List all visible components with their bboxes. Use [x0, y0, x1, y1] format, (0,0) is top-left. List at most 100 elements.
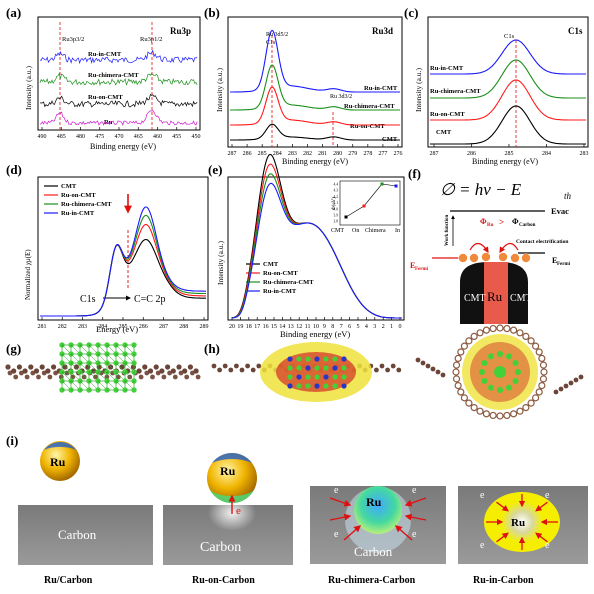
carbon-ring-atom — [522, 332, 530, 341]
panel-e-legend-chimera: Ru-chimera-CMT — [263, 279, 314, 286]
x-tick-label: 6 — [348, 324, 351, 330]
in-electron-arrows: e e e e — [480, 490, 558, 551]
carbon-ring-atom — [489, 411, 497, 420]
panel-d-legend-cmt: CMT — [61, 183, 77, 190]
ru-atom — [287, 365, 293, 371]
electron-label: e — [412, 529, 417, 540]
electron-label: e — [412, 485, 417, 496]
carbon-atom — [415, 357, 421, 363]
ru-atom — [332, 383, 338, 389]
caption-ru-in-carbon: Ru-in-Carbon — [473, 575, 534, 586]
inset-point-cmt — [344, 215, 348, 219]
carbon-atom — [170, 368, 176, 374]
panel-d-annot-left: C1s — [80, 294, 96, 305]
ru-atom — [305, 383, 311, 389]
ru-atom — [506, 384, 512, 391]
x-tick-label: 285 — [258, 151, 267, 157]
carbon-atom — [193, 368, 199, 374]
inset-ytick-label: 4.3 — [334, 189, 339, 193]
carbon-atom — [558, 386, 564, 392]
inset-point-on — [362, 204, 366, 208]
panel-b-trace-label-in: Ru-in-CMT — [364, 85, 398, 92]
panel-b-title: Ru3d — [372, 26, 393, 36]
transfer-arrow-left — [469, 242, 489, 254]
x-tick-label: 0 — [399, 324, 402, 330]
electron-arrow — [496, 532, 509, 543]
panel-d-legend-in: Ru-in-CMT — [61, 210, 95, 217]
carbon-atom — [182, 368, 188, 374]
electron-arrow — [394, 525, 413, 541]
carbon-atom — [161, 374, 167, 380]
x-tick-label: 283 — [580, 151, 589, 157]
carbon-atom — [36, 374, 41, 380]
carbon-atom — [578, 374, 584, 380]
contact-label: Contact electrification — [516, 239, 568, 245]
carbon-atom — [33, 368, 40, 374]
ru-sphere-2 — [207, 453, 257, 503]
panel-b-letter: (b) — [204, 5, 220, 20]
phi-carbon-sub: Carbon — [519, 223, 536, 228]
x-tick-label: 286 — [139, 324, 148, 330]
x-tick-label: 5 — [357, 324, 360, 330]
panel-c-ylabel: Intensity (a.u.) — [414, 68, 423, 112]
ru-atom — [479, 369, 485, 375]
x-tick-label: 284 — [273, 151, 282, 157]
carbon-ring-atom — [531, 342, 540, 350]
panel-h-letter: (h) — [204, 341, 220, 356]
inset-point-chimera — [380, 182, 384, 186]
panel-a-xlabel: Binding energy (eV) — [90, 142, 156, 151]
caption-ru-chimera-carbon: Ru-chimera-Carbon — [328, 575, 416, 586]
panel-b-xlabel: Binding energy (eV) — [282, 157, 348, 166]
caption-ru-on-carbon: Ru-on-Carbon — [192, 575, 255, 586]
carbon-atom — [385, 367, 390, 373]
x-tick-label: 460 — [153, 134, 162, 140]
panel-i-letter: (i) — [6, 433, 18, 448]
electrons-row — [458, 252, 531, 263]
trace-0 — [39, 49, 198, 65]
ru-atom — [506, 353, 512, 360]
panel-c-xlabel: Binding energy (eV) — [472, 157, 538, 166]
panel-b-peak2-label: Ru 3d3/2 — [330, 94, 352, 100]
carbon-ring-atom — [509, 326, 518, 334]
carbon-label-1: Carbon — [58, 527, 97, 542]
carbon-ring-atom — [465, 337, 473, 345]
carbon-atom — [379, 363, 385, 369]
x-tick-label: 286 — [467, 151, 476, 157]
carbon-atom — [239, 367, 245, 373]
inset-xtick-chimera: Chimera — [365, 228, 386, 234]
carbon-atom — [228, 367, 234, 373]
inset-ytick-label: 4.4 — [334, 183, 339, 187]
carbon-atom — [573, 377, 579, 383]
panel-a-trace-label-chimera: Ru-chimera-CMT — [88, 72, 139, 79]
panel-c-traces — [430, 39, 586, 145]
ru-atom — [323, 383, 329, 389]
x-tick-label: 276 — [394, 151, 403, 157]
electron-arrow — [343, 525, 362, 541]
charge-density-side-view — [211, 342, 402, 402]
carbon-ring-atom — [540, 368, 548, 376]
panel-e-traces — [231, 153, 402, 319]
x-tick-label: 279 — [348, 151, 357, 157]
panel-f: (f) ∅ = hv − E th Evac Work function Φ R… — [408, 166, 572, 324]
carbon-ring-atom — [476, 329, 484, 337]
carbon-ring-atom — [452, 368, 460, 376]
efermi-left-sub: Fermi — [415, 267, 429, 272]
x-tick-label: 283 — [78, 324, 87, 330]
trace-0 — [40, 238, 206, 317]
electron-icon — [481, 252, 491, 262]
carbon-atom — [563, 383, 569, 389]
trace-1 — [430, 59, 586, 99]
carbon-ring-atom — [516, 329, 524, 337]
electron-label: e — [480, 490, 485, 501]
carbon-ring-atom — [457, 348, 465, 356]
ru-atom — [341, 356, 347, 362]
carbon-ring-atom — [452, 361, 461, 369]
panel-d-traces — [40, 206, 206, 317]
x-tick-label: 7 — [340, 324, 343, 330]
carbon-atom — [187, 364, 193, 370]
x-tick-label: 287 — [159, 324, 168, 330]
panel-c-title: C1s — [568, 26, 583, 36]
panel-d-legend-chimera: Ru-chimera-CMT — [61, 201, 112, 208]
electron-icon — [469, 253, 479, 263]
ru-atom — [494, 366, 506, 378]
